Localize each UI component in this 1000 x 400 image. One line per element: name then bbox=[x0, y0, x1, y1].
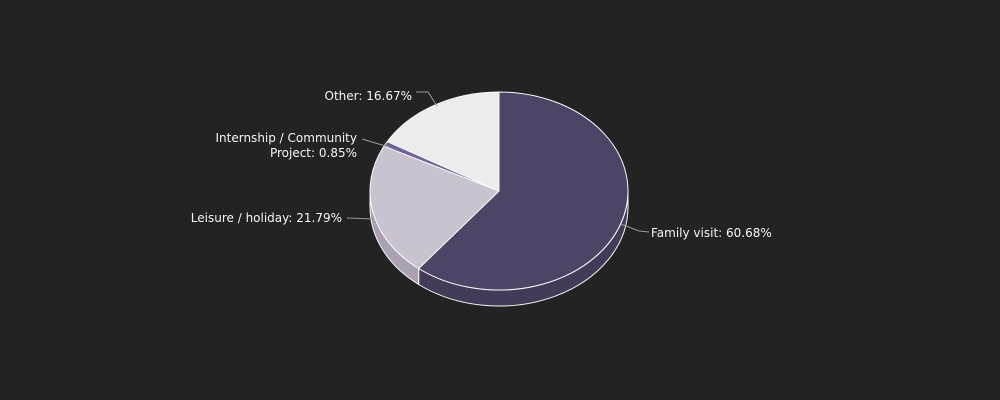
pie-slice-family-visit[interactable] bbox=[418, 91, 629, 291]
slice-label-internship-community-project: Internship / Community Project: 0.85% bbox=[215, 131, 358, 160]
label-leader-other bbox=[416, 91, 438, 107]
pie-slice-other[interactable] bbox=[386, 91, 500, 192]
label-leader-family-visit bbox=[620, 223, 650, 233]
slice-label-family-visit: Family visit: 60.68% bbox=[651, 226, 772, 240]
slice-label-leisure-holiday: Leisure / holiday: 21.79% bbox=[190, 211, 342, 225]
slice-label-other: Other: 16.67% bbox=[324, 89, 412, 103]
pie-slice-leisure-holiday[interactable] bbox=[369, 145, 500, 269]
label-leader-internship-community-project bbox=[361, 138, 390, 148]
label-leader-leisure-holiday bbox=[346, 217, 375, 220]
